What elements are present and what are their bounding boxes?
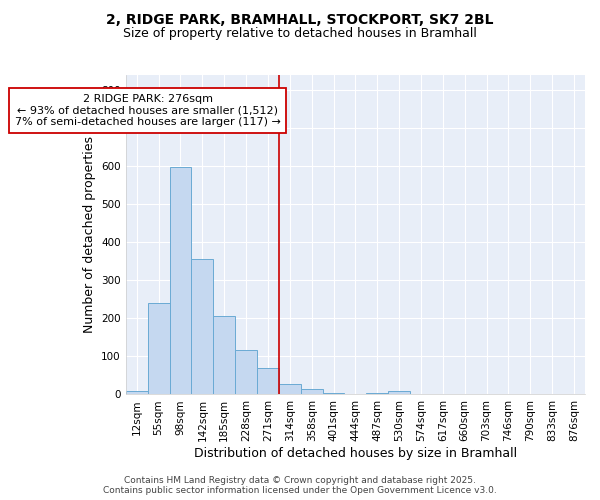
X-axis label: Distribution of detached houses by size in Bramhall: Distribution of detached houses by size …: [194, 447, 517, 460]
Bar: [148, 303, 170, 394]
Text: 2, RIDGE PARK, BRAMHALL, STOCKPORT, SK7 2BL: 2, RIDGE PARK, BRAMHALL, STOCKPORT, SK7 …: [106, 12, 494, 26]
Text: Contains HM Land Registry data © Crown copyright and database right 2025.
Contai: Contains HM Land Registry data © Crown c…: [103, 476, 497, 495]
Bar: [257, 368, 279, 394]
Bar: [170, 167, 191, 394]
Bar: [301, 389, 323, 394]
Bar: [323, 392, 344, 394]
Bar: [388, 390, 410, 394]
Bar: [367, 393, 388, 394]
Text: Size of property relative to detached houses in Bramhall: Size of property relative to detached ho…: [123, 28, 477, 40]
Bar: [279, 384, 301, 394]
Bar: [213, 316, 235, 394]
Y-axis label: Number of detached properties: Number of detached properties: [83, 136, 96, 333]
Bar: [235, 350, 257, 395]
Text: 2 RIDGE PARK: 276sqm
← 93% of detached houses are smaller (1,512)
7% of semi-det: 2 RIDGE PARK: 276sqm ← 93% of detached h…: [15, 94, 281, 127]
Bar: [191, 260, 213, 394]
Bar: [126, 392, 148, 394]
